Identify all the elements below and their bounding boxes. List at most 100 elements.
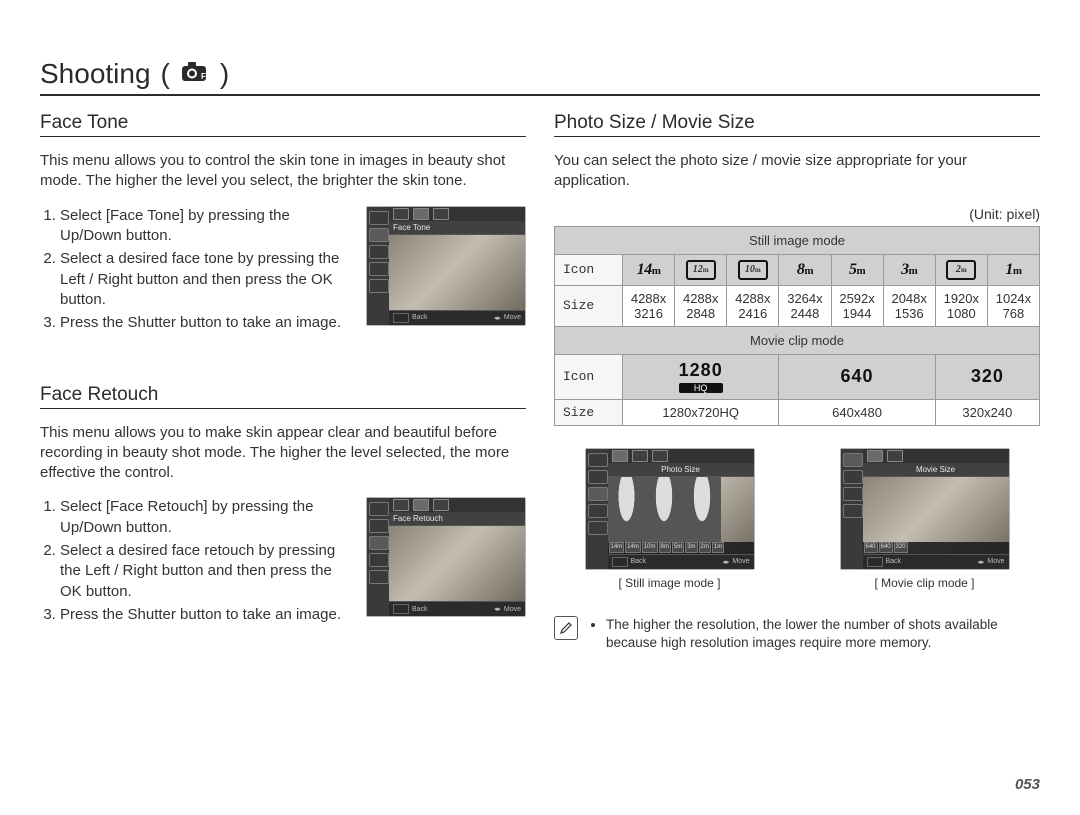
lcd-tabs xyxy=(389,498,525,512)
face-tone-steps: Select [Face Tone] by pressing the Up/Do… xyxy=(40,206,354,336)
still-icon-cell: 5m xyxy=(831,254,883,285)
lcd-photo xyxy=(389,234,525,311)
face-tone-heading: Face Tone xyxy=(40,112,526,134)
movie-resolution-icon: 640 xyxy=(841,366,874,386)
lcd-size-chip: 2m xyxy=(699,542,711,553)
lcd-size-chip: 10m xyxy=(642,542,658,553)
lcd-size-chip: 640 xyxy=(864,542,878,553)
face-retouch-desc: This menu allows you to make skin appear… xyxy=(40,423,526,484)
face-retouch-heading: Face Retouch xyxy=(40,384,526,406)
unit-label: (Unit: pixel) xyxy=(554,206,1040,222)
back-label: Back xyxy=(412,606,428,613)
lcd-size-chip: 14m xyxy=(609,542,625,553)
still-size-cell: 1920x1080 xyxy=(935,285,987,326)
still-size-cell: 4288x2416 xyxy=(727,285,779,326)
still-icon-cell: 14m xyxy=(623,254,675,285)
still-icon-cell: 8m xyxy=(779,254,831,285)
lcd-footer: Back ◂▸Move xyxy=(389,602,525,616)
instruction-step: Select a desired face tone by pressing t… xyxy=(60,249,354,311)
still-size-cell: 4288x3216 xyxy=(623,285,675,326)
lcd-size-chip: 320 xyxy=(894,542,908,553)
movie-icon-cell: 1280HQ xyxy=(623,354,779,399)
lcd-menu-label: Face Retouch xyxy=(389,512,525,525)
lcd-footer: Back ◂▸Move xyxy=(389,311,525,325)
row-label-size: Size xyxy=(555,399,623,425)
lcd-menu-label: Movie Size xyxy=(863,463,1009,476)
lcd-sidebar xyxy=(841,449,863,569)
still-preview-lcd: Photo Size 14m14m10m8m5m3m2m1m Back ◂▸Mo… xyxy=(585,448,755,570)
move-arrows-icon: ◂▸ xyxy=(494,314,501,322)
lcd-photo xyxy=(389,525,525,602)
face-retouch-rule xyxy=(40,408,526,409)
movie-icon-cell: 640 xyxy=(779,354,935,399)
back-label: Back xyxy=(412,314,428,321)
row-label-icon: Icon xyxy=(555,354,623,399)
resolution-icon: 10m xyxy=(738,260,768,280)
still-size-cell: 3264x2448 xyxy=(779,285,831,326)
face-retouch-steps: Select [Face Retouch] by pressing the Up… xyxy=(40,497,354,627)
title-rule xyxy=(40,94,1040,96)
move-label: Move xyxy=(504,606,521,613)
move-arrows-icon: ◂▸ xyxy=(977,558,984,566)
svg-text:Fn: Fn xyxy=(201,72,210,81)
movie-size-cell: 1280x720HQ xyxy=(623,399,779,425)
movie-resolution-icon: 320 xyxy=(971,366,1004,386)
face-tone-desc: This menu allows you to control the skin… xyxy=(40,151,526,192)
move-arrows-icon: ◂▸ xyxy=(722,558,729,566)
resolution-icon: 5m xyxy=(849,261,865,278)
camera-fn-icon: Fn xyxy=(180,58,210,90)
resolution-icon: 3m xyxy=(901,261,917,278)
movie-preview-lcd: Movie Size 640640320 Back ◂▸Move xyxy=(840,448,1010,570)
lcd-size-chip: 3m xyxy=(685,542,697,553)
photosize-desc: You can select the photo size / movie si… xyxy=(554,151,1040,192)
move-arrows-icon: ◂▸ xyxy=(494,605,501,613)
face-retouch-lcd: Face Retouch Back ◂▸Move xyxy=(366,497,526,617)
lcd-menu-label: Face Tone xyxy=(389,221,525,234)
face-tone-rule xyxy=(40,136,526,137)
lcd-size-chip: 1m xyxy=(712,542,724,553)
resolution-icon: 2m xyxy=(946,260,976,280)
still-size-cell: 1024x768 xyxy=(987,285,1039,326)
instruction-step: Select [Face Retouch] by pressing the Up… xyxy=(60,497,354,538)
row-label-size: Size xyxy=(555,285,623,326)
photosize-heading: Photo Size / Movie Size xyxy=(554,112,1040,134)
still-icon-cell: 1m xyxy=(987,254,1039,285)
lcd-size-chip: 14m xyxy=(625,542,641,553)
movie-preview-caption: [ Movie clip mode ] xyxy=(840,576,1010,590)
instruction-step: Select a desired face retouch by pressin… xyxy=(60,541,354,603)
move-label: Move xyxy=(504,314,521,321)
movie-icon-cell: 320 xyxy=(935,354,1039,399)
still-section-label: Still image mode xyxy=(555,226,1040,254)
still-size-cell: 4288x2848 xyxy=(675,285,727,326)
movie-size-cell: 320x240 xyxy=(935,399,1039,425)
resolution-icon: 8m xyxy=(797,261,813,278)
page-number: 053 xyxy=(1015,776,1040,793)
lcd-sidebar xyxy=(586,449,608,569)
movie-size-cell: 640x480 xyxy=(779,399,935,425)
still-icon-cell: 2m xyxy=(935,254,987,285)
lcd-size-chip: 640 xyxy=(879,542,893,553)
lcd-sidebar xyxy=(367,498,389,616)
resolution-icon: 1m xyxy=(1005,261,1021,278)
resolution-icon: 14m xyxy=(637,261,661,278)
still-size-cell: 2592x1944 xyxy=(831,285,883,326)
instruction-step: Press the Shutter button to take an imag… xyxy=(60,313,354,334)
right-column: Photo Size / Movie Size You can select t… xyxy=(554,108,1040,652)
photosize-rule xyxy=(554,136,1040,137)
title-text: Shooting xyxy=(40,58,151,90)
page-title: Shooting ( Fn ) xyxy=(40,58,1040,90)
menu-button-icon xyxy=(612,557,628,567)
row-label-icon: Icon xyxy=(555,254,623,285)
lcd-menu-label: Photo Size xyxy=(608,463,754,476)
lcd-photo: 14m14m10m8m5m3m2m1m xyxy=(608,476,754,555)
menu-button-icon xyxy=(393,313,409,323)
instruction-step: Select [Face Tone] by pressing the Up/Do… xyxy=(60,206,354,247)
menu-button-icon xyxy=(867,557,883,567)
still-icon-cell: 3m xyxy=(883,254,935,285)
menu-button-icon xyxy=(393,604,409,614)
lcd-tabs xyxy=(389,207,525,221)
note-block: The higher the resolution, the lower the… xyxy=(554,616,1040,652)
title-close-paren: ) xyxy=(220,58,229,90)
left-column: Face Tone This menu allows you to contro… xyxy=(40,108,526,652)
resolution-icon: 12m xyxy=(686,260,716,280)
